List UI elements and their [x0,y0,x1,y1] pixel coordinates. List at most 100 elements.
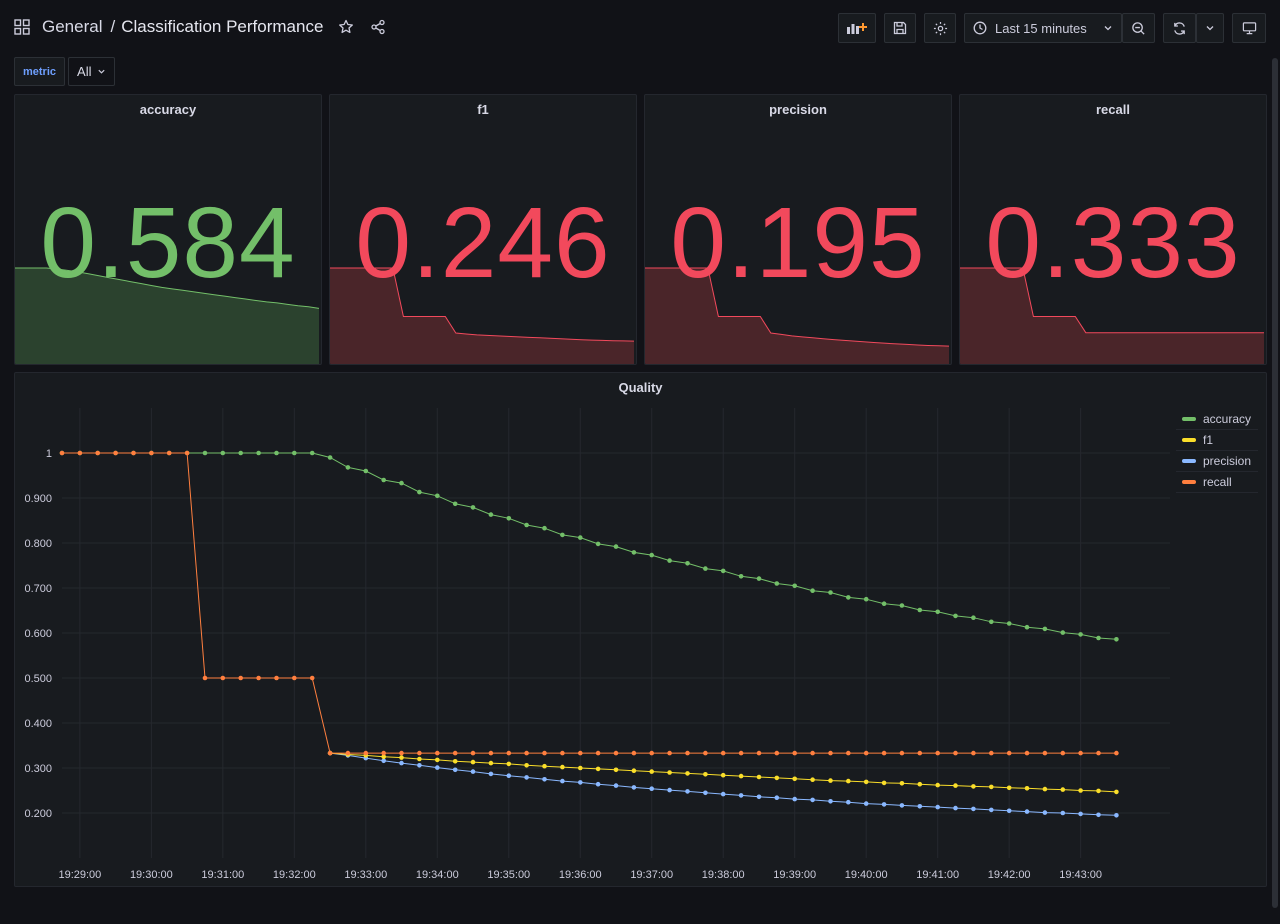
legend-item-accuracy[interactable]: accuracy [1176,409,1258,430]
data-point [1024,624,1030,630]
data-point [220,450,226,456]
data-point [828,799,833,804]
stat-value: 0.195 [670,187,926,299]
data-point [720,568,726,574]
y-tick-label: 0.600 [24,628,52,640]
data-point [899,781,905,786]
data-point [292,675,297,681]
data-point [667,770,672,775]
stat-panel-recall[interactable]: recall 0.333 [959,94,1267,365]
data-point [256,450,261,456]
data-point [202,675,208,681]
y-tick-label: 0.800 [24,538,52,550]
data-point [560,532,565,538]
dashboards-grid-icon[interactable] [14,19,30,35]
data-point [917,750,923,756]
share-icon[interactable] [367,16,389,38]
data-point [756,576,762,581]
stat-value: 0.333 [985,187,1241,299]
data-point [756,750,762,756]
add-panel-button[interactable] [838,13,876,43]
page-scrollbar[interactable] [1272,58,1278,908]
data-point [685,789,690,794]
data-point [863,750,869,756]
dashboard-settings-button[interactable] [924,13,956,43]
data-point [488,512,494,517]
data-point [435,765,440,770]
sparkline-area [645,268,949,364]
quality-chart: 1 0.900 0.800 0.700 0.600 0.500 0.400 0.300 0.20… [24,408,1170,881]
x-tick-label: 19:36:00 [559,869,602,881]
data-point [506,516,512,521]
dashboard-title[interactable]: Classification Performance [121,17,324,36]
data-point [738,750,744,756]
zoom-out-button[interactable] [1122,13,1155,43]
dashboard-header: General / Classification Performance Las… [0,0,1280,54]
data-point [578,535,583,540]
data-point [1096,750,1101,756]
legend-item-f1[interactable]: f1 [1176,430,1258,451]
panel-title: f1 [477,102,489,117]
data-point [613,767,619,773]
legend-label: accuracy [1203,412,1252,426]
data-point [578,780,583,785]
data-point [542,750,547,756]
data-point [381,477,387,483]
x-tick-label: 19:32:00 [273,869,316,881]
data-point [756,774,762,780]
data-point [77,450,83,456]
breadcrumb-folder[interactable]: General [42,17,103,36]
view-mode-button[interactable] [1232,13,1266,43]
gear-icon [933,21,948,36]
refresh-button[interactable] [1163,13,1196,43]
data-point [917,804,923,809]
data-point [792,796,797,802]
time-range-label: Last 15 minutes [995,20,1087,36]
chevron-down-icon [1103,23,1113,33]
data-point [488,760,494,766]
data-point [631,768,637,773]
data-point [274,675,279,681]
data-point [363,750,369,756]
sparkline [960,267,1264,364]
legend-label: precision [1203,454,1252,468]
star-icon[interactable] [335,16,357,38]
variable-select[interactable]: All [68,57,116,86]
x-tick-label: 19:33:00 [344,869,387,881]
data-point [95,450,100,456]
data-point [1114,789,1119,795]
stat-panel-precision[interactable]: precision 0.195 [644,94,952,365]
data-point [381,758,387,764]
timeseries-panel-quality[interactable]: 1 0.900 0.800 0.700 0.600 0.500 0.400 0.300 0.20… [14,372,1267,887]
data-point [327,750,333,756]
data-point [774,775,780,781]
chevron-down-icon [97,64,106,79]
data-point [935,804,940,810]
data-point [899,803,905,808]
time-range-picker[interactable]: Last 15 minutes [964,13,1122,43]
legend-item-precision[interactable]: precision [1176,451,1258,472]
refresh-interval-picker[interactable] [1196,13,1224,43]
stat-panel-f1[interactable]: f1 0.246 [329,94,637,365]
panel-title: accuracy [139,102,197,117]
save-dashboard-button[interactable] [884,13,916,43]
data-point [792,583,797,589]
data-point [470,505,476,510]
data-point [649,552,654,558]
data-point [184,450,190,456]
data-point [738,773,744,779]
data-point [1078,632,1083,637]
data-point [953,613,958,619]
x-tick-label: 19:41:00 [916,869,959,881]
data-point [345,465,351,470]
x-tick-label: 19:35:00 [487,869,530,881]
y-tick-label: 0.500 [24,673,52,685]
data-point [631,550,637,555]
breadcrumb-separator: / [110,17,116,36]
x-tick-label: 19:37:00 [630,869,673,881]
legend-item-recall[interactable]: recall [1176,472,1258,493]
data-point [417,763,422,768]
data-point [202,450,208,456]
stat-panel-accuracy[interactable]: accuracy 0.584 [14,94,322,365]
data-point [846,595,851,600]
